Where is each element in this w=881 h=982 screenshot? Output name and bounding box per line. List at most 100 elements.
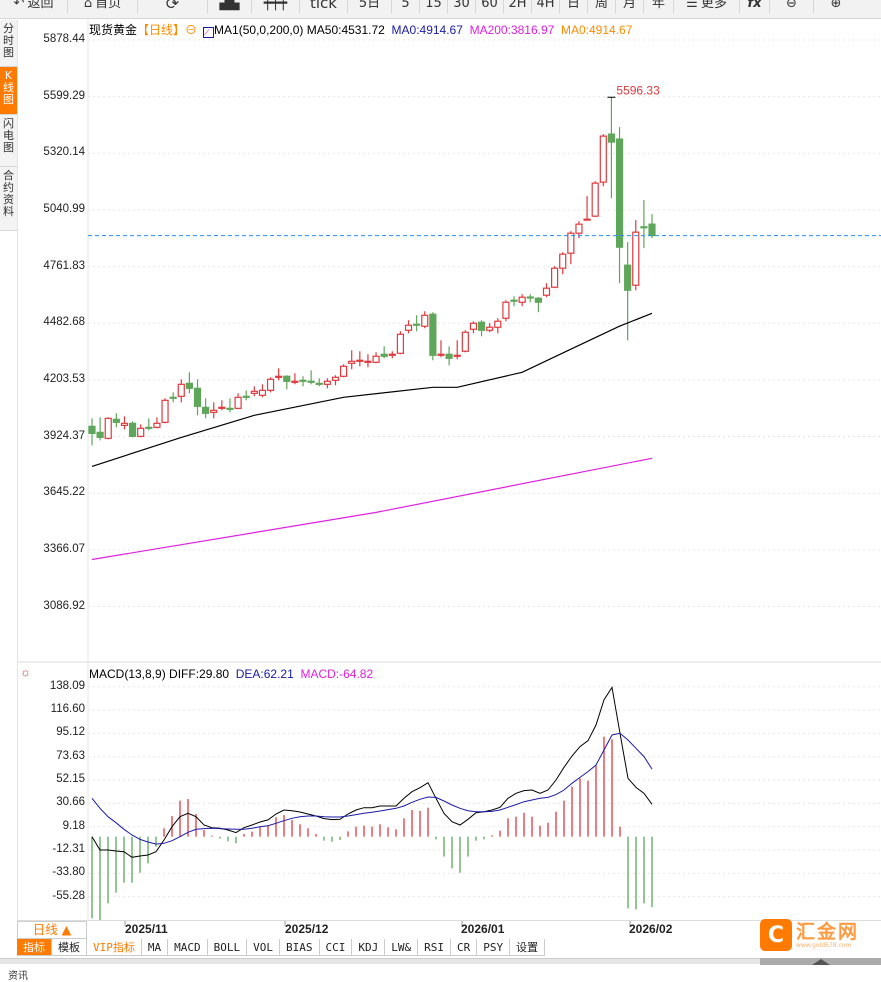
candle-body [315, 382, 323, 385]
indicator-tab[interactable]: 指标 [17, 939, 52, 956]
ma50-value: MA50:4531.72 [306, 23, 385, 37]
period-60-button[interactable]: 60 [476, 0, 504, 13]
ma50-line [91, 312, 653, 467]
candle [648, 214, 656, 239]
indicator-tab[interactable]: BIAS [280, 939, 320, 956]
candle-body [153, 422, 161, 428]
toolbar: ↶ 返回 ⌂ 首页 ⟳ ▟▙ ┿┿┿ tick 5日 5 15 30 60 2H 4… [0, 0, 881, 19]
tab-contract-info[interactable]: 合约资料 [0, 167, 17, 231]
price-tick-label: 3645.22 [43, 486, 85, 499]
date-label: 2025/12 [285, 922, 329, 936]
period-month-button[interactable]: 月 [616, 0, 644, 13]
candle [429, 312, 437, 361]
candle [404, 320, 413, 334]
news-tab[interactable]: 资讯 [8, 971, 28, 982]
ma0-value: MA0:4914.67 [391, 23, 463, 37]
indicator-tab[interactable]: LW& [385, 939, 419, 956]
candle-body [469, 322, 478, 330]
period-label: 【日线】 [137, 23, 186, 37]
five-day-button[interactable]: 5日 [348, 0, 392, 13]
candle [551, 266, 559, 289]
candles-button[interactable]: ┿┿┿ [252, 0, 300, 13]
home-icon: ⌂ [83, 0, 93, 11]
back-button[interactable]: ↶ 返回 [0, 0, 68, 13]
indicator-tab[interactable]: 设置 [510, 939, 546, 956]
price-tick-label: 5320.14 [43, 146, 85, 159]
instrument-name: 现货黄金 [89, 23, 138, 37]
refresh-button[interactable]: ⟳ [138, 0, 208, 13]
formula-button[interactable]: fx [740, 0, 770, 13]
price-tick-label: 4482.68 [43, 316, 85, 329]
macd-tick-label: 73.63 [56, 749, 85, 762]
candle-body [599, 135, 607, 183]
candle-body [640, 226, 648, 229]
period-day-button[interactable]: 日 [560, 0, 588, 13]
candle-body [437, 353, 445, 356]
candle-body [648, 223, 656, 237]
date-label: 2026/01 [461, 922, 505, 936]
indicator-tab[interactable]: VOL [247, 939, 280, 956]
indicator-tab[interactable]: CCI [319, 939, 353, 956]
indicator-tab[interactable]: MA [141, 939, 169, 956]
date-label: 2026/02 [629, 922, 673, 936]
indicator-tab[interactable]: RSI [418, 939, 451, 956]
period-30-button[interactable]: 30 [448, 0, 476, 13]
period-week-button[interactable]: 周 [588, 0, 616, 13]
candle [494, 318, 502, 334]
candle [591, 181, 599, 218]
indicator-tab[interactable]: PSY [477, 939, 511, 956]
candle-body [615, 138, 624, 248]
candle-body [364, 360, 372, 363]
period-15-button[interactable]: 15 [420, 0, 448, 13]
indicator-tab[interactable]: BOLL [207, 939, 248, 956]
candle-body [104, 417, 112, 439]
candle-body [323, 380, 331, 385]
chart-type-button[interactable]: ▟▙ [208, 0, 252, 13]
candle-body [502, 301, 510, 319]
candle [299, 376, 307, 387]
home-button[interactable]: ⌂ 首页 [68, 0, 138, 13]
tick-button[interactable]: tick [300, 0, 348, 13]
tab-kline[interactable]: K线图 [0, 67, 17, 115]
scroll-up-button[interactable] [760, 958, 881, 966]
period-dropdown[interactable]: 日线 ▲ [17, 921, 87, 939]
indicator-tab[interactable]: VIP指标 [87, 939, 142, 956]
candle-body [551, 267, 559, 288]
candle [469, 321, 478, 334]
indicator-tab[interactable]: KDJ [352, 939, 386, 956]
indicator-tab[interactable]: CR [451, 939, 478, 956]
candle-body [339, 365, 348, 377]
period-4h-button[interactable]: 4H [532, 0, 560, 13]
tab-timeshare[interactable]: 分时图 [0, 20, 17, 67]
indicator-tab[interactable]: MACD [168, 939, 208, 956]
candle-body [348, 360, 356, 364]
zoom-out-button[interactable]: ⊖ [770, 0, 814, 13]
candle [461, 330, 469, 353]
candle [486, 323, 494, 333]
candle-body [218, 406, 226, 409]
candle-body [137, 427, 145, 437]
period-2h-button[interactable]: 2H [504, 0, 532, 13]
macd-settings-icon[interactable]: ☼ [20, 665, 31, 679]
candle-body [234, 396, 242, 409]
candle [356, 351, 364, 367]
ma200-line [91, 457, 653, 561]
dea-value: DEA:62.21 [235, 667, 294, 681]
candle-body [88, 425, 96, 434]
candle [477, 320, 486, 337]
candle-body [607, 133, 616, 143]
settings-icon[interactable]: ⊖ [185, 23, 198, 37]
logo-icon: C [760, 919, 792, 951]
candle [331, 375, 340, 386]
zoom-in-button[interactable]: ⊕ [814, 0, 858, 13]
tab-flash-chart[interactable]: 闪电图 [0, 115, 17, 167]
more-button[interactable]: ☰ 更多 [674, 0, 740, 13]
indicator-tab[interactable]: 模板 [52, 939, 87, 956]
back-arrow-icon: ↶ [13, 0, 25, 11]
period-5-button[interactable]: 5 [392, 0, 420, 13]
candle [153, 417, 161, 429]
indicator-chart-icon[interactable]: ⟋ [203, 27, 215, 38]
candle [413, 315, 421, 332]
period-year-button[interactable]: 年 [644, 0, 674, 13]
horizontal-scrollbar[interactable] [0, 958, 881, 964]
